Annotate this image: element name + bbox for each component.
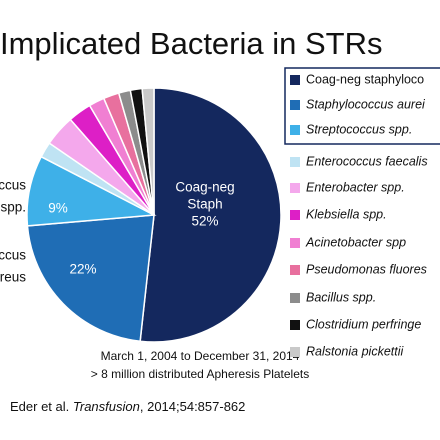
legend-swatch (290, 293, 300, 303)
legend-label: Pseudomonas fluores (306, 262, 427, 276)
legend-swatch (290, 265, 300, 275)
citation-journal: Transfusion (73, 399, 140, 414)
value-label: 9% (48, 201, 68, 216)
outer-label: ccus (0, 178, 26, 193)
legend-label: Enterococcus faecalis (306, 154, 428, 168)
chart-title: Implicated Bacteria in STRs (0, 26, 382, 61)
pie-slice (141, 87, 155, 216)
legend-swatch (290, 238, 300, 248)
note: March 1, 2004 to December 31, 2014 (101, 349, 300, 363)
value-label: 52% (191, 214, 218, 229)
outer-label: ureus (0, 270, 26, 285)
legend-swatch (290, 210, 300, 220)
pie-slice (26, 214, 155, 343)
pie-slice (139, 87, 282, 343)
citation-reference: , 2014;54:857-862 (140, 399, 246, 414)
outer-label: ococcus (0, 248, 26, 263)
legend-label: Streptococcus spp. (306, 122, 412, 136)
legend-label: Coag-neg staphyloco (306, 72, 424, 86)
slice-label: Staph (187, 197, 222, 212)
legend-label: Clostridium perfringe (306, 317, 421, 331)
slice-label: Coag-neg (175, 180, 234, 195)
legend-swatch (290, 347, 300, 357)
citation-authors: Eder et al. (10, 399, 69, 414)
legend-label: Bacillus spp. (306, 290, 376, 304)
citation: Eder et al. Transfusion, 2014;54:857-862 (10, 399, 245, 414)
legend-frame (284, 67, 440, 145)
legend-swatch (290, 125, 300, 135)
legend-swatch (290, 157, 300, 167)
legend-label: Enterobacter spp. (306, 180, 405, 194)
legend-swatch (290, 183, 300, 193)
legend-swatch (290, 100, 300, 110)
legend-swatch (290, 75, 300, 85)
outer-label: spp. (0, 200, 26, 215)
legend-label: Acinetobacter spp (305, 235, 406, 249)
legend-label: Staphylococcus aurei (306, 97, 426, 111)
legend-swatch (290, 320, 300, 330)
legend-label: Klebsiella spp. (306, 207, 387, 221)
legend-label: Ralstonia pickettii (306, 344, 404, 358)
value-label: 22% (69, 262, 96, 277)
note: > 8 million distributed Apheresis Platel… (91, 367, 309, 381)
